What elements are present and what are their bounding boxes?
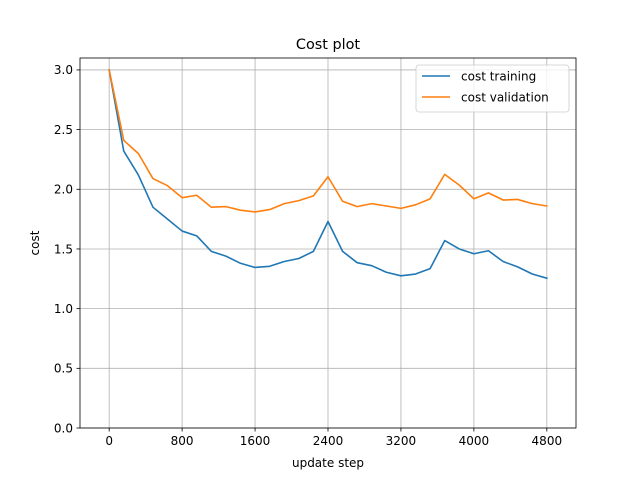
series-line-cost-training: [108, 69, 548, 280]
y-tick-label: 1.0: [54, 302, 73, 316]
y-tick-label: 0.5: [54, 362, 73, 376]
legend-label-cost-training: cost training: [461, 69, 536, 83]
x-tick-label: 1600: [240, 434, 271, 448]
x-tick-label: 800: [171, 434, 194, 448]
x-axis-label: update step: [292, 456, 364, 470]
grid-layer: [80, 58, 576, 429]
legend-frame: [415, 64, 570, 113]
ticks-layer: 0 800 1600 2400 3200 4000 4800 0.0 0.5 1.0 1.5 2.0 2…: [54, 63, 562, 448]
y-tick-label: 2.5: [54, 123, 73, 137]
x-tick-label: 3200: [386, 434, 417, 448]
legend-label-cost-validation: cost validation: [461, 90, 549, 104]
x-tick-label: 2400: [313, 434, 344, 448]
legend: cost training cost validation: [415, 64, 570, 113]
y-tick-label: 2.0: [54, 183, 73, 197]
x-tick-label: 0: [105, 434, 113, 448]
y-tick-label: 0.0: [54, 421, 73, 435]
y-axis-label: cost: [28, 230, 42, 255]
series-layer: [108, 68, 548, 280]
series-line-cost-validation: [108, 68, 548, 213]
x-tick-label: 4000: [459, 434, 490, 448]
y-tick-label: 1.5: [54, 242, 73, 256]
chart-title: Cost plot: [296, 37, 361, 53]
x-tick-label: 4800: [532, 434, 563, 448]
y-tick-label: 3.0: [54, 63, 73, 77]
